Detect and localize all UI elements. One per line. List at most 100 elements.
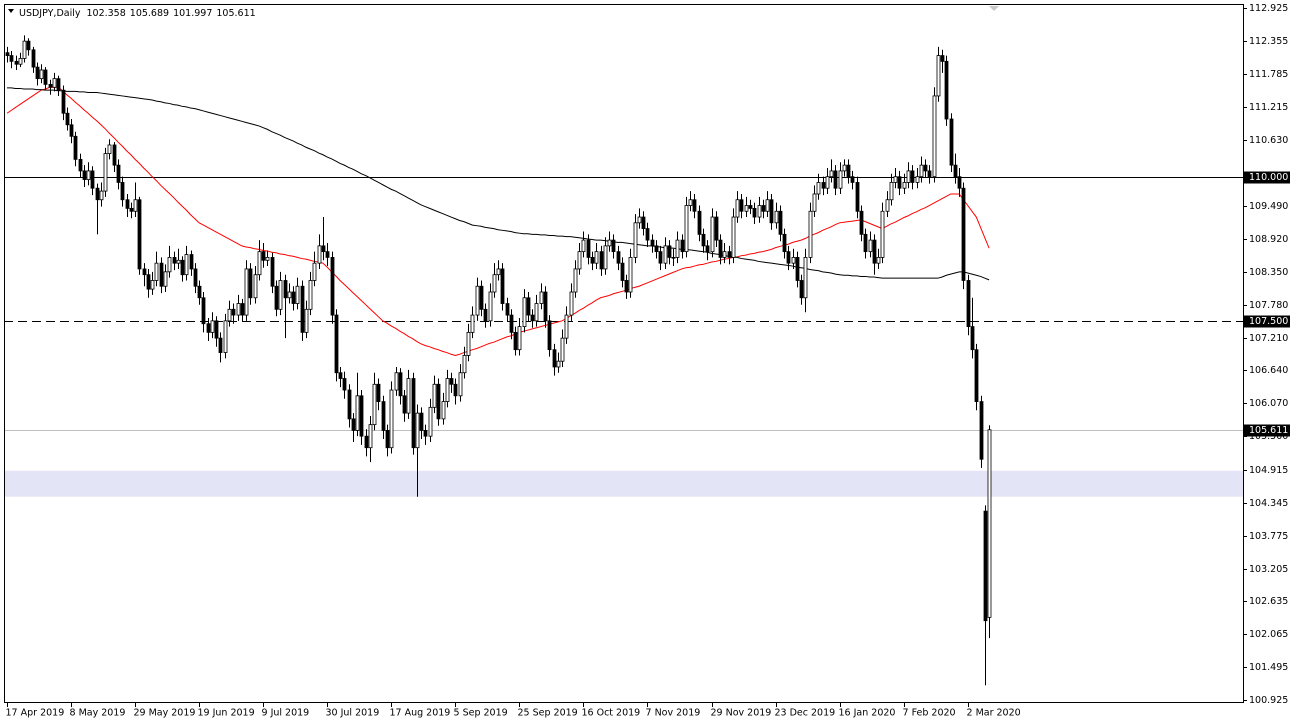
candle-body: [735, 199, 740, 218]
candle-body: [129, 207, 134, 212]
candle-body: [163, 271, 168, 287]
candle-body: [509, 314, 514, 333]
candle-body: [876, 257, 881, 264]
candle-body: [172, 257, 177, 264]
candle-body: [283, 280, 288, 299]
shift-marker[interactable]: [989, 6, 999, 11]
candle-body: [714, 216, 719, 241]
candle-body: [671, 257, 676, 259]
candle-body: [432, 383, 437, 408]
candle-body: [419, 412, 424, 431]
x-tick-label: 5 Sep 2019: [454, 708, 508, 719]
candle-body: [240, 303, 245, 316]
y-tick-label: 104.345: [1249, 498, 1288, 509]
candle-body: [799, 280, 804, 299]
candle-body: [919, 164, 924, 178]
candle-body: [270, 257, 275, 287]
candle-body: [334, 314, 339, 374]
candle-body: [257, 251, 262, 276]
candle-body: [983, 510, 988, 622]
candle-body: [43, 69, 48, 85]
support-zone: [4, 470, 1243, 497]
candle-body: [411, 378, 416, 449]
candle-body: [146, 274, 151, 290]
candle-body: [842, 164, 847, 172]
candle-body: [522, 297, 527, 328]
candle-body: [825, 176, 830, 189]
candle-body: [517, 326, 522, 351]
candle-body: [739, 199, 744, 212]
candle-body: [641, 216, 646, 229]
price-label-bg: [1244, 171, 1290, 184]
candle-body: [705, 245, 710, 253]
x-tick-label: 16 Oct 2019: [582, 708, 641, 719]
y-tick-label: 106.070: [1249, 398, 1288, 409]
candle-body: [338, 372, 343, 379]
candle-body: [248, 268, 253, 299]
plot-area: [4, 35, 1243, 686]
candle-body: [330, 257, 335, 316]
candle-body: [573, 268, 578, 293]
candle-body: [167, 257, 172, 273]
x-tick-label: 30 Jul 2019: [326, 708, 380, 719]
candle-body: [949, 118, 954, 166]
candle-body: [18, 58, 23, 65]
candle-body: [227, 308, 232, 322]
candle-body: [112, 144, 117, 166]
candle-body: [479, 285, 484, 310]
candle-body: [692, 199, 697, 212]
candle-body: [586, 239, 591, 258]
candle-body: [803, 257, 808, 299]
candle-body: [718, 239, 723, 258]
candle-body: [265, 257, 270, 261]
candle-body: [654, 245, 659, 253]
x-tick-label: 29 May 2019: [134, 708, 196, 719]
x-tick-label: 9 Jul 2019: [262, 708, 310, 719]
candle-body: [312, 262, 317, 281]
candle-body: [624, 280, 629, 293]
y-tick-label: 102.065: [1249, 629, 1288, 640]
candle-body: [979, 401, 984, 460]
candle-body: [364, 435, 369, 449]
candle-body: [73, 135, 78, 160]
candle-body: [197, 285, 202, 299]
candle-body: [321, 245, 326, 253]
candle-body: [782, 233, 787, 253]
moving-average: [6, 86, 990, 356]
y-tick-label: 103.775: [1249, 531, 1288, 542]
candle-body: [812, 193, 817, 212]
x-tick-label: 25 Sep 2019: [518, 708, 578, 719]
candle-body: [236, 303, 241, 316]
candle-body: [616, 251, 621, 264]
candle-body: [436, 383, 441, 420]
candle-body: [663, 245, 668, 264]
candle-body: [56, 78, 61, 91]
candle-body: [466, 331, 471, 356]
candle-body: [244, 268, 249, 316]
symbol: USDJPY,Daily: [19, 8, 81, 19]
candle-body: [688, 199, 693, 206]
candle-body: [581, 239, 586, 253]
candle-body: [95, 187, 100, 201]
candle-body: [308, 280, 313, 310]
candle-body: [855, 182, 860, 212]
candle-body: [150, 280, 155, 290]
candle-body: [406, 378, 411, 414]
candle-body: [184, 254, 189, 276]
candle-body: [142, 268, 147, 276]
candle-body: [483, 308, 488, 322]
axes: 112.925 112.355 111.785 111.215 110.630 109.4…: [6, 3, 1290, 719]
candle-body: [889, 182, 894, 201]
menu-arrow[interactable]: [8, 9, 14, 13]
candle-body: [304, 308, 309, 333]
candle-body: [223, 320, 228, 353]
candle-body: [910, 170, 915, 183]
candle-body: [667, 245, 672, 258]
candle-body: [611, 239, 616, 253]
candle-body: [441, 401, 446, 420]
x-tick-label: 8 May 2019: [70, 708, 126, 719]
candle-body: [325, 251, 330, 258]
candle-body: [26, 40, 31, 51]
